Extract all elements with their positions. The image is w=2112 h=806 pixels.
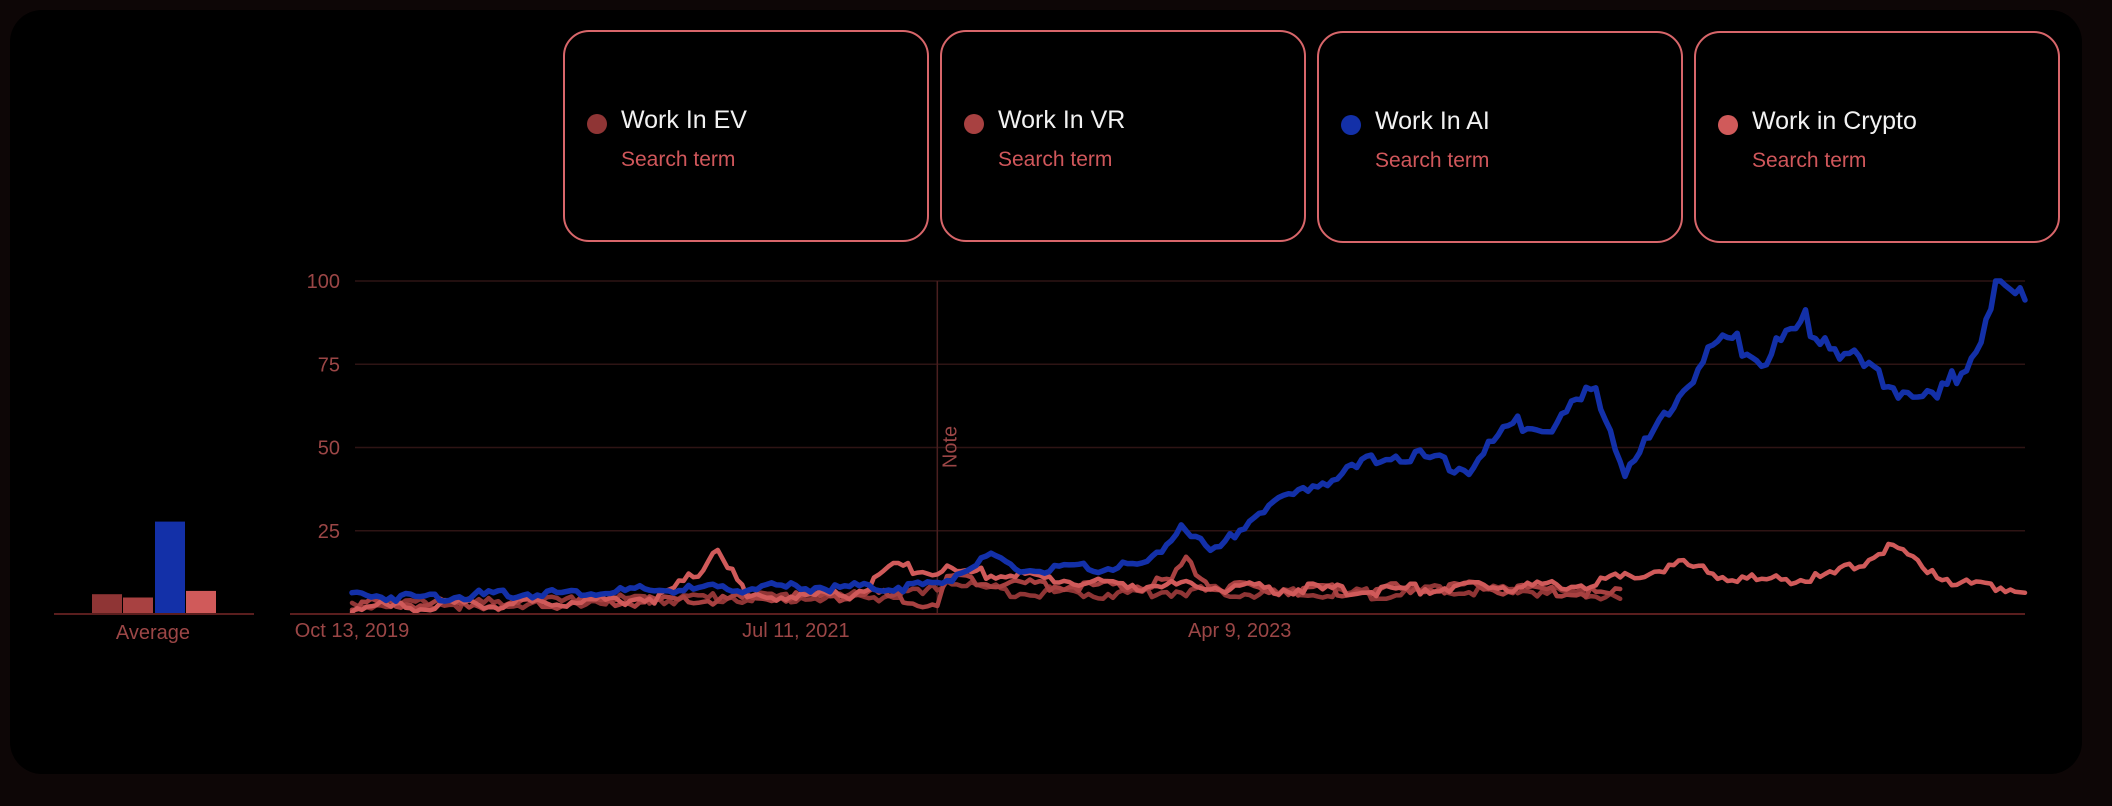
term-card-work-in-crypto[interactable]: Work in Crypto Search term <box>1694 31 2060 243</box>
term-card-work-in-vr[interactable]: Work In VR Search term <box>940 30 1306 242</box>
term-name: Work In AI <box>1375 107 1490 135</box>
term-name: Work in Crypto <box>1752 107 1917 135</box>
term-card-work-in-ai[interactable]: Work In AI Search term <box>1317 31 1683 243</box>
average-bar-work-in-vr <box>123 597 153 614</box>
y-tick-label: 50 <box>318 438 340 460</box>
average-bar-work-in-crypto <box>186 590 216 614</box>
term-kind: Search term <box>1752 149 1867 172</box>
axis-layer: 25 50 75 100 Oct 13, 2019 Jul 11, 2021 Apr 9, … <box>290 271 2025 642</box>
y-tick-label: 100 <box>307 271 340 293</box>
annotation-label: Note <box>939 426 961 468</box>
x-tick-label: Oct 13, 2019 <box>295 620 410 642</box>
grid-layer <box>355 280 2025 532</box>
series-line-work-in-ai <box>349 278 2028 605</box>
average-label: Average <box>116 622 190 644</box>
series-color-dot <box>1718 115 1738 135</box>
term-name: Work In VR <box>998 106 1126 134</box>
y-tick-label: 75 <box>318 354 340 376</box>
series-color-dot <box>964 114 984 134</box>
term-card-work-in-ev[interactable]: Work In EV Search term <box>563 30 929 242</box>
x-tick-label: Jul 11, 2021 <box>742 620 850 642</box>
term-name: Work In EV <box>621 106 747 134</box>
average-bar-work-in-ev <box>92 594 122 614</box>
series-color-dot <box>1341 115 1361 135</box>
y-tick-label: 25 <box>318 521 340 543</box>
series-color-dot <box>587 114 607 134</box>
term-kind: Search term <box>998 148 1113 171</box>
series-layer <box>349 278 2028 615</box>
average-bar-work-in-ai <box>155 521 185 614</box>
term-kind: Search term <box>621 148 736 171</box>
average-bar-chart: Average <box>54 521 254 644</box>
annotation-layer: Note <box>936 281 961 614</box>
term-kind: Search term <box>1375 149 1490 172</box>
series-line-work-in-crypto <box>349 541 2028 615</box>
x-tick-label: Apr 9, 2023 <box>1188 620 1291 642</box>
